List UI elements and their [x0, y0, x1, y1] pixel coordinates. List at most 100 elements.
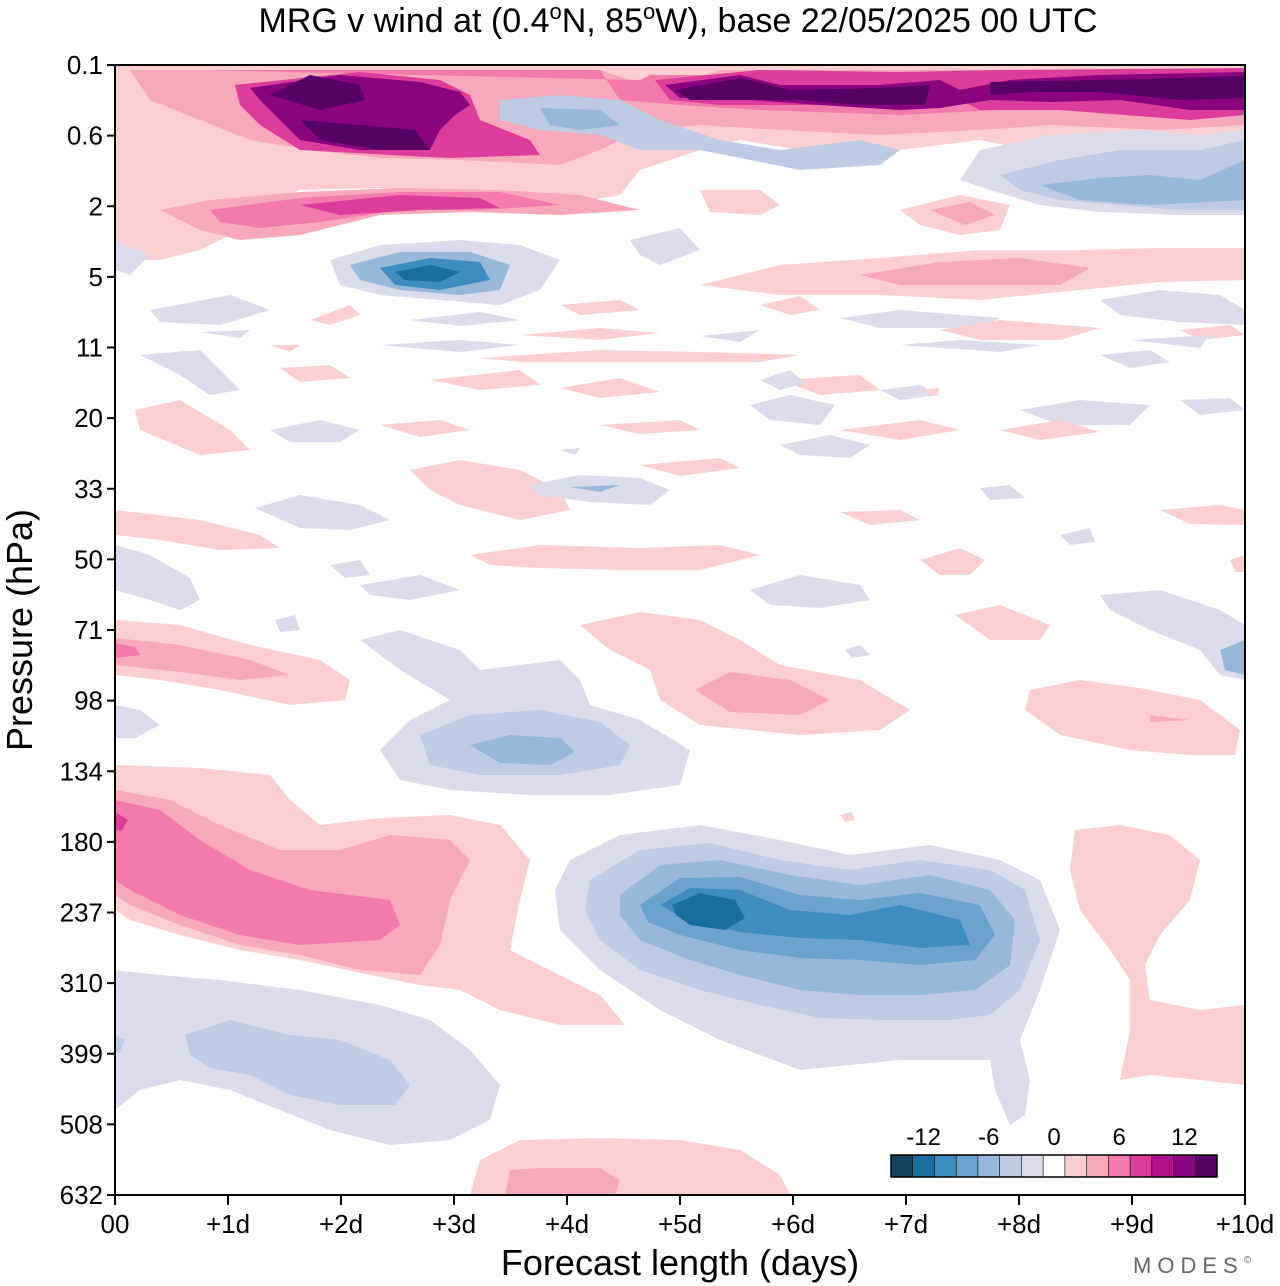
contour-streak-1	[150, 295, 270, 325]
colorbar-swatch	[1043, 1155, 1066, 1177]
contour-98hpa-right-streak	[1150, 715, 1190, 722]
contour-2hpa-right-pink-strong	[930, 202, 995, 225]
contour-streak-14	[410, 458, 740, 520]
contour-streak-19	[470, 545, 1245, 575]
contour-streak-21	[1220, 640, 1245, 675]
colorbar-label: 12	[1171, 1124, 1198, 1151]
colorbar-label: 6	[1113, 1124, 1126, 1151]
x-tick-label: +3d	[432, 1209, 476, 1239]
contour-streak-17	[255, 495, 1095, 545]
contour-134hpa-blue-strong	[470, 735, 575, 765]
x-tick-label: +5d	[658, 1209, 702, 1239]
colorbar-swatch	[1064, 1155, 1088, 1177]
colorbar-frame	[890, 1154, 1218, 1178]
chart-title: MRG v wind at (0.4oN, 85oW), base 22/05/…	[259, 0, 1098, 40]
y-tick-label: 310	[60, 968, 103, 998]
y-tick-label: 5	[89, 262, 103, 292]
contour-streak-22	[275, 615, 870, 658]
contour-streak-23	[955, 605, 1050, 640]
y-tick-label: 508	[60, 1109, 103, 1139]
y-tick-label: 0.1	[67, 50, 103, 80]
y-tick-label: 180	[60, 827, 103, 857]
contour-ut-pink-strong	[115, 800, 400, 945]
contour-streak-4	[520, 320, 1245, 340]
colorbar-swatch	[912, 1155, 935, 1177]
contour-streak-15	[530, 448, 1025, 505]
y-tick-label: 71	[74, 615, 103, 645]
contour-98hpa-right-pink	[1025, 680, 1240, 755]
contour-field	[115, 65, 1245, 1195]
colorbar-swatch	[1195, 1155, 1218, 1177]
contour-top-dark-right	[675, 76, 1245, 105]
contour-streak-12	[270, 395, 1245, 458]
x-tick-label: 00	[101, 1209, 130, 1239]
contour-lt-blue	[185, 1020, 410, 1105]
y-tick-label: 33	[74, 474, 103, 504]
colorbar-swatch	[1108, 1155, 1131, 1177]
contour-streak-3	[410, 310, 1000, 328]
contour-2hpa-magenta	[300, 195, 500, 215]
contour-right-pink-column	[1070, 825, 1245, 1085]
contour-streak-18	[115, 505, 1245, 550]
colorbar-swatch	[1086, 1155, 1109, 1177]
x-tick-label: +8d	[997, 1209, 1041, 1239]
contour-top-dark-left	[270, 75, 430, 150]
contour-top-blue-right-strong	[1040, 160, 1245, 205]
colorbar: -12 -6 0 6 12	[890, 1124, 1218, 1178]
y-axis-title: Pressure (hPa)	[0, 509, 40, 751]
contour-streak-7	[270, 345, 800, 362]
contour-98hpa-pink	[580, 612, 910, 735]
colorbar-label: -12	[906, 1124, 941, 1151]
y-tick-label: 2	[89, 191, 103, 221]
colorbar-swatch	[1173, 1155, 1196, 1177]
colorbar-swatch	[977, 1155, 1001, 1177]
x-axis-title: Forecast length (days)	[501, 1242, 859, 1283]
colorbar-swatch	[1151, 1155, 1175, 1177]
contour-streak-13	[1000, 420, 1100, 440]
contour-streak-9	[280, 365, 880, 398]
contour-streak-10	[760, 370, 940, 400]
contour-streak-16	[570, 485, 620, 492]
colorbar-swatch	[1130, 1155, 1153, 1177]
contour-lt-blue-edge	[115, 1035, 125, 1052]
colorbar-label: -6	[978, 1124, 999, 1151]
y-axis: 0.1 0.6 2 5 11 20 33 50 71 98 134 180 237 310 399 508 63…	[60, 50, 115, 1210]
colorbar-swatch	[934, 1155, 957, 1177]
y-tick-label: 20	[74, 403, 103, 433]
y-tick-label: 98	[74, 686, 103, 716]
x-tick-label: +2d	[319, 1209, 363, 1239]
contour-ut-pink-core	[115, 812, 128, 830]
x-axis: 00 +1d +2d +3d +4d +5d +6d +7d +8d +9d +10d	[101, 1195, 1275, 1239]
contour-5hpa-right-pink-strong	[860, 258, 1090, 285]
contour-ut-blue-stronger	[660, 888, 970, 948]
contour-5hpa-blue-core	[395, 265, 460, 282]
y-tick-label: 399	[60, 1039, 103, 1069]
y-tick-label: 0.6	[67, 121, 103, 151]
contour-71hpa-left-pink-strong	[115, 643, 140, 658]
contour-2hpa-right-pink	[700, 190, 1010, 235]
x-tick-label: +10d	[1216, 1209, 1275, 1239]
x-tick-label: +4d	[545, 1209, 589, 1239]
contour-98hpa-pink-mid	[695, 672, 830, 715]
contour-lt-pink-bottom-mid	[505, 1168, 620, 1195]
y-tick-label: 11	[76, 333, 103, 363]
contour-streak-11	[135, 388, 960, 455]
x-tick-label: +1d	[206, 1209, 250, 1239]
y-tick-label: 237	[60, 898, 103, 928]
colorbar-label: 0	[1047, 1124, 1060, 1151]
contour-streak-6	[380, 340, 1040, 352]
colorbar-swatch	[999, 1155, 1022, 1177]
y-tick-label: 632	[60, 1180, 103, 1210]
colorbar-swatch	[956, 1155, 979, 1177]
colorbar-swatch	[891, 1155, 914, 1177]
contour-98hpa-left-lav	[115, 705, 160, 738]
contour-right-pink-dot	[840, 812, 855, 822]
x-tick-label: +9d	[1110, 1209, 1154, 1239]
colorbar-swatch	[1021, 1155, 1044, 1177]
x-tick-label: +7d	[884, 1209, 928, 1239]
contour-ut-blue-core	[672, 893, 745, 930]
contour-71hpa-left-pink-mid	[115, 638, 290, 680]
contour-streak-2	[310, 296, 820, 325]
y-tick-label: 134	[60, 756, 103, 786]
